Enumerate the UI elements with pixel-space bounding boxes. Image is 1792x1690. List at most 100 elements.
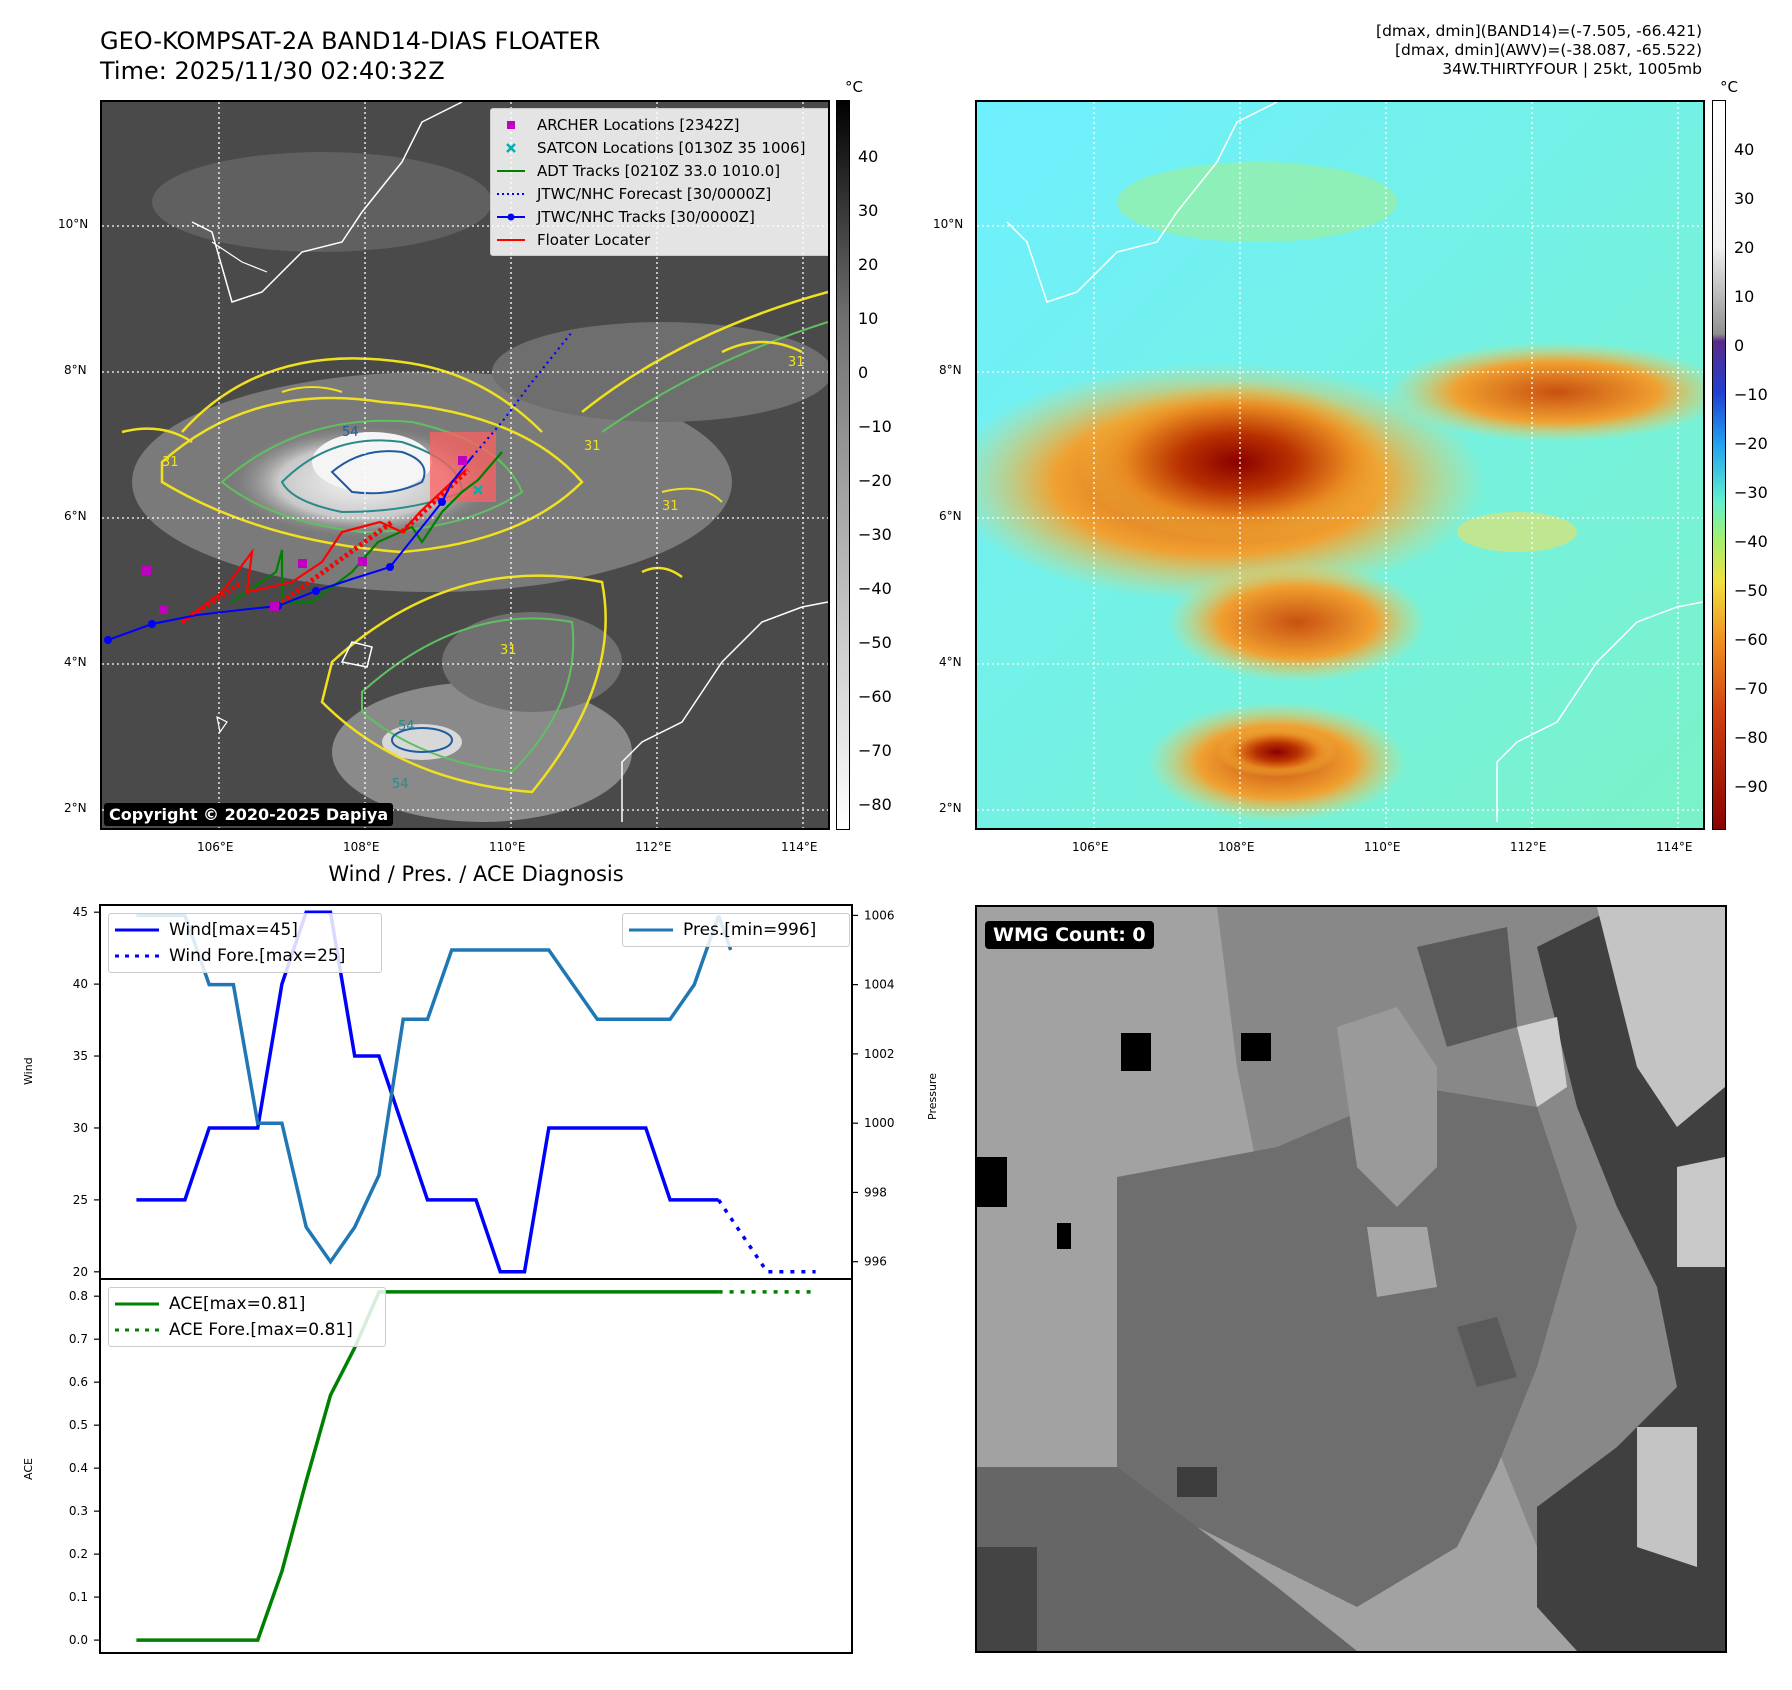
legend-item-floater: Floater Locater (497, 228, 828, 251)
wmg-panel: WMG Count: 0 (975, 905, 1727, 1653)
wind-series-line (717, 1198, 816, 1274)
cb-tick: −80 (858, 795, 892, 814)
cb-tick: −60 (1734, 630, 1768, 649)
legend-label: ADT Tracks [0210Z 33.0 1010.0] (537, 161, 781, 180)
legend-label: JTWC/NHC Tracks [30/0000Z] (537, 207, 755, 226)
ace-tick-label: 0.6 (69, 1375, 88, 1389)
lon-label: 110°E (1364, 840, 1401, 854)
wind-ylabel: Wind (22, 1057, 35, 1085)
lat-label: 2°N (64, 801, 87, 815)
cb-tick: −90 (1734, 777, 1768, 796)
legend-item-ace-forecast: ACE Fore.[max=0.81] (115, 1317, 379, 1343)
lat-label: 4°N (939, 655, 962, 669)
cb-tick: −50 (858, 633, 892, 652)
floater-locater-track (181, 469, 467, 623)
cb-tick: −30 (858, 525, 892, 544)
contour-labels: 31 54 31 31 31 54 54 31 (162, 355, 805, 792)
wind-tick-label: 30 (73, 1121, 88, 1135)
lat-label: 2°N (939, 801, 962, 815)
lat-label: 6°N (939, 509, 962, 523)
lon-label: 106°E (197, 840, 234, 854)
ace-legend: ACE[max=0.81] ACE Fore.[max=0.81] (108, 1287, 386, 1347)
ir-map-image: 31 54 31 31 31 54 54 31 (102, 102, 828, 828)
cb-tick: −10 (858, 417, 892, 436)
pressure-tick-label: 998 (864, 1185, 887, 1199)
right-colorbar (1712, 100, 1726, 830)
lat-label: 8°N (939, 363, 962, 377)
cb-tick: −40 (1734, 532, 1768, 551)
lon-label: 112°E (635, 840, 672, 854)
dmax-awv: [dmax, dmin](AWV)=(-38.087, -65.522) (1395, 41, 1702, 59)
cb-tick: −10 (1734, 385, 1768, 404)
left-colorbar-unit: °C (845, 78, 863, 96)
archer-locations (142, 456, 467, 614)
wind-tick-label: 35 (73, 1049, 88, 1063)
cb-tick: 40 (1734, 140, 1755, 159)
lon-label: 108°E (343, 840, 380, 854)
cb-tick: −20 (858, 471, 892, 490)
pressure-series-line (136, 913, 721, 1265)
pressure-tick-label: 996 (864, 1255, 887, 1269)
legend-label: Wind[max=45] (169, 920, 298, 940)
wind-series-line (136, 910, 719, 1274)
legend-label: ARCHER Locations [2342Z] (537, 115, 740, 134)
ace-tick-label: 0.3 (69, 1504, 88, 1518)
cb-tick: 20 (858, 255, 879, 274)
lon-label: 110°E (489, 840, 526, 854)
legend-label: Pres.[min=996] (683, 920, 817, 940)
chart-title: GEO-KOMPSAT-2A BAND14-DIAS FLOATER Time:… (100, 26, 600, 86)
ace-tick-label: 0.1 (69, 1590, 88, 1604)
contour-label: 54 (392, 777, 409, 792)
left-colorbar (836, 100, 850, 830)
cb-tick: 30 (858, 201, 879, 220)
storm-info: 34W.THIRTYFOUR | 25kt, 1005mb (1442, 60, 1702, 78)
contour-label: 31 (788, 355, 805, 370)
lon-label: 106°E (1072, 840, 1109, 854)
ace-tick-label: 0.2 (69, 1547, 88, 1561)
map-legend: ARCHER Locations [2342Z] SATCON Location… (490, 108, 828, 256)
diagnostic-header: [dmax, dmin](BAND14)=(-7.505, -66.421) [… (1376, 22, 1702, 79)
legend-label: ACE[max=0.81] (169, 1294, 306, 1314)
right-colorbar-unit: °C (1720, 78, 1738, 96)
title-line-1: GEO-KOMPSAT-2A BAND14-DIAS FLOATER (100, 27, 601, 55)
cb-tick: −70 (1734, 679, 1768, 698)
cb-tick: 10 (1734, 287, 1755, 306)
legend-item-satcon: SATCON Locations [0130Z 35 1006] (497, 136, 828, 159)
ace-tick-label: 0.0 (69, 1633, 88, 1647)
cb-tick: 20 (1734, 238, 1755, 257)
cb-tick: 40 (858, 147, 879, 166)
pressure-tick-label: 1006 (864, 908, 895, 922)
legend-item-forecast: JTWC/NHC Forecast [30/0000Z] (497, 182, 828, 205)
cb-tick: −30 (1734, 483, 1768, 502)
contour-label: 31 (662, 499, 679, 514)
lon-label: 108°E (1218, 840, 1255, 854)
pressure-tick-label: 1000 (864, 1116, 895, 1130)
copyright-badge: Copyright © 2020-2025 Dapiya (104, 803, 394, 826)
lon-label: 112°E (1510, 840, 1547, 854)
cb-tick: 10 (858, 309, 879, 328)
diagnosis-title: Wind / Pres. / ACE Diagnosis (328, 862, 624, 886)
ir-map-panel: 31 54 31 31 31 54 54 31 ARCHER Locations… (100, 100, 830, 830)
lat-label: 10°N (933, 217, 964, 231)
contour-label: 31 (584, 439, 601, 454)
legend-item-adt: ADT Tracks [0210Z 33.0 1010.0] (497, 159, 828, 182)
cb-tick: 0 (858, 363, 869, 382)
ace-ylabel: ACE (22, 1458, 35, 1480)
cb-tick: −20 (1734, 434, 1768, 453)
cb-tick: −80 (1734, 728, 1768, 747)
wmg-image (977, 907, 1725, 1651)
legend-label: SATCON Locations [0130Z 35 1006] (537, 138, 806, 157)
dmax-band14: [dmax, dmin](BAND14)=(-7.505, -66.421) (1376, 22, 1702, 40)
awv-map-panel (975, 100, 1705, 830)
wind-tick-label: 45 (73, 905, 88, 919)
lat-label: 6°N (64, 509, 87, 523)
ace-tick-label: 0.5 (69, 1418, 88, 1432)
ace-tick-label: 0.4 (69, 1461, 88, 1475)
wind-tick-label: 25 (73, 1193, 88, 1207)
ace-tick-label: 0.8 (69, 1289, 88, 1303)
lon-label: 114°E (781, 840, 818, 854)
adt-track (231, 451, 503, 604)
legend-label: Wind Fore.[max=25] (169, 946, 346, 966)
wind-tick-label: 40 (73, 977, 88, 991)
wind-legend: Wind[max=45] Wind Fore.[max=25] (108, 913, 382, 973)
